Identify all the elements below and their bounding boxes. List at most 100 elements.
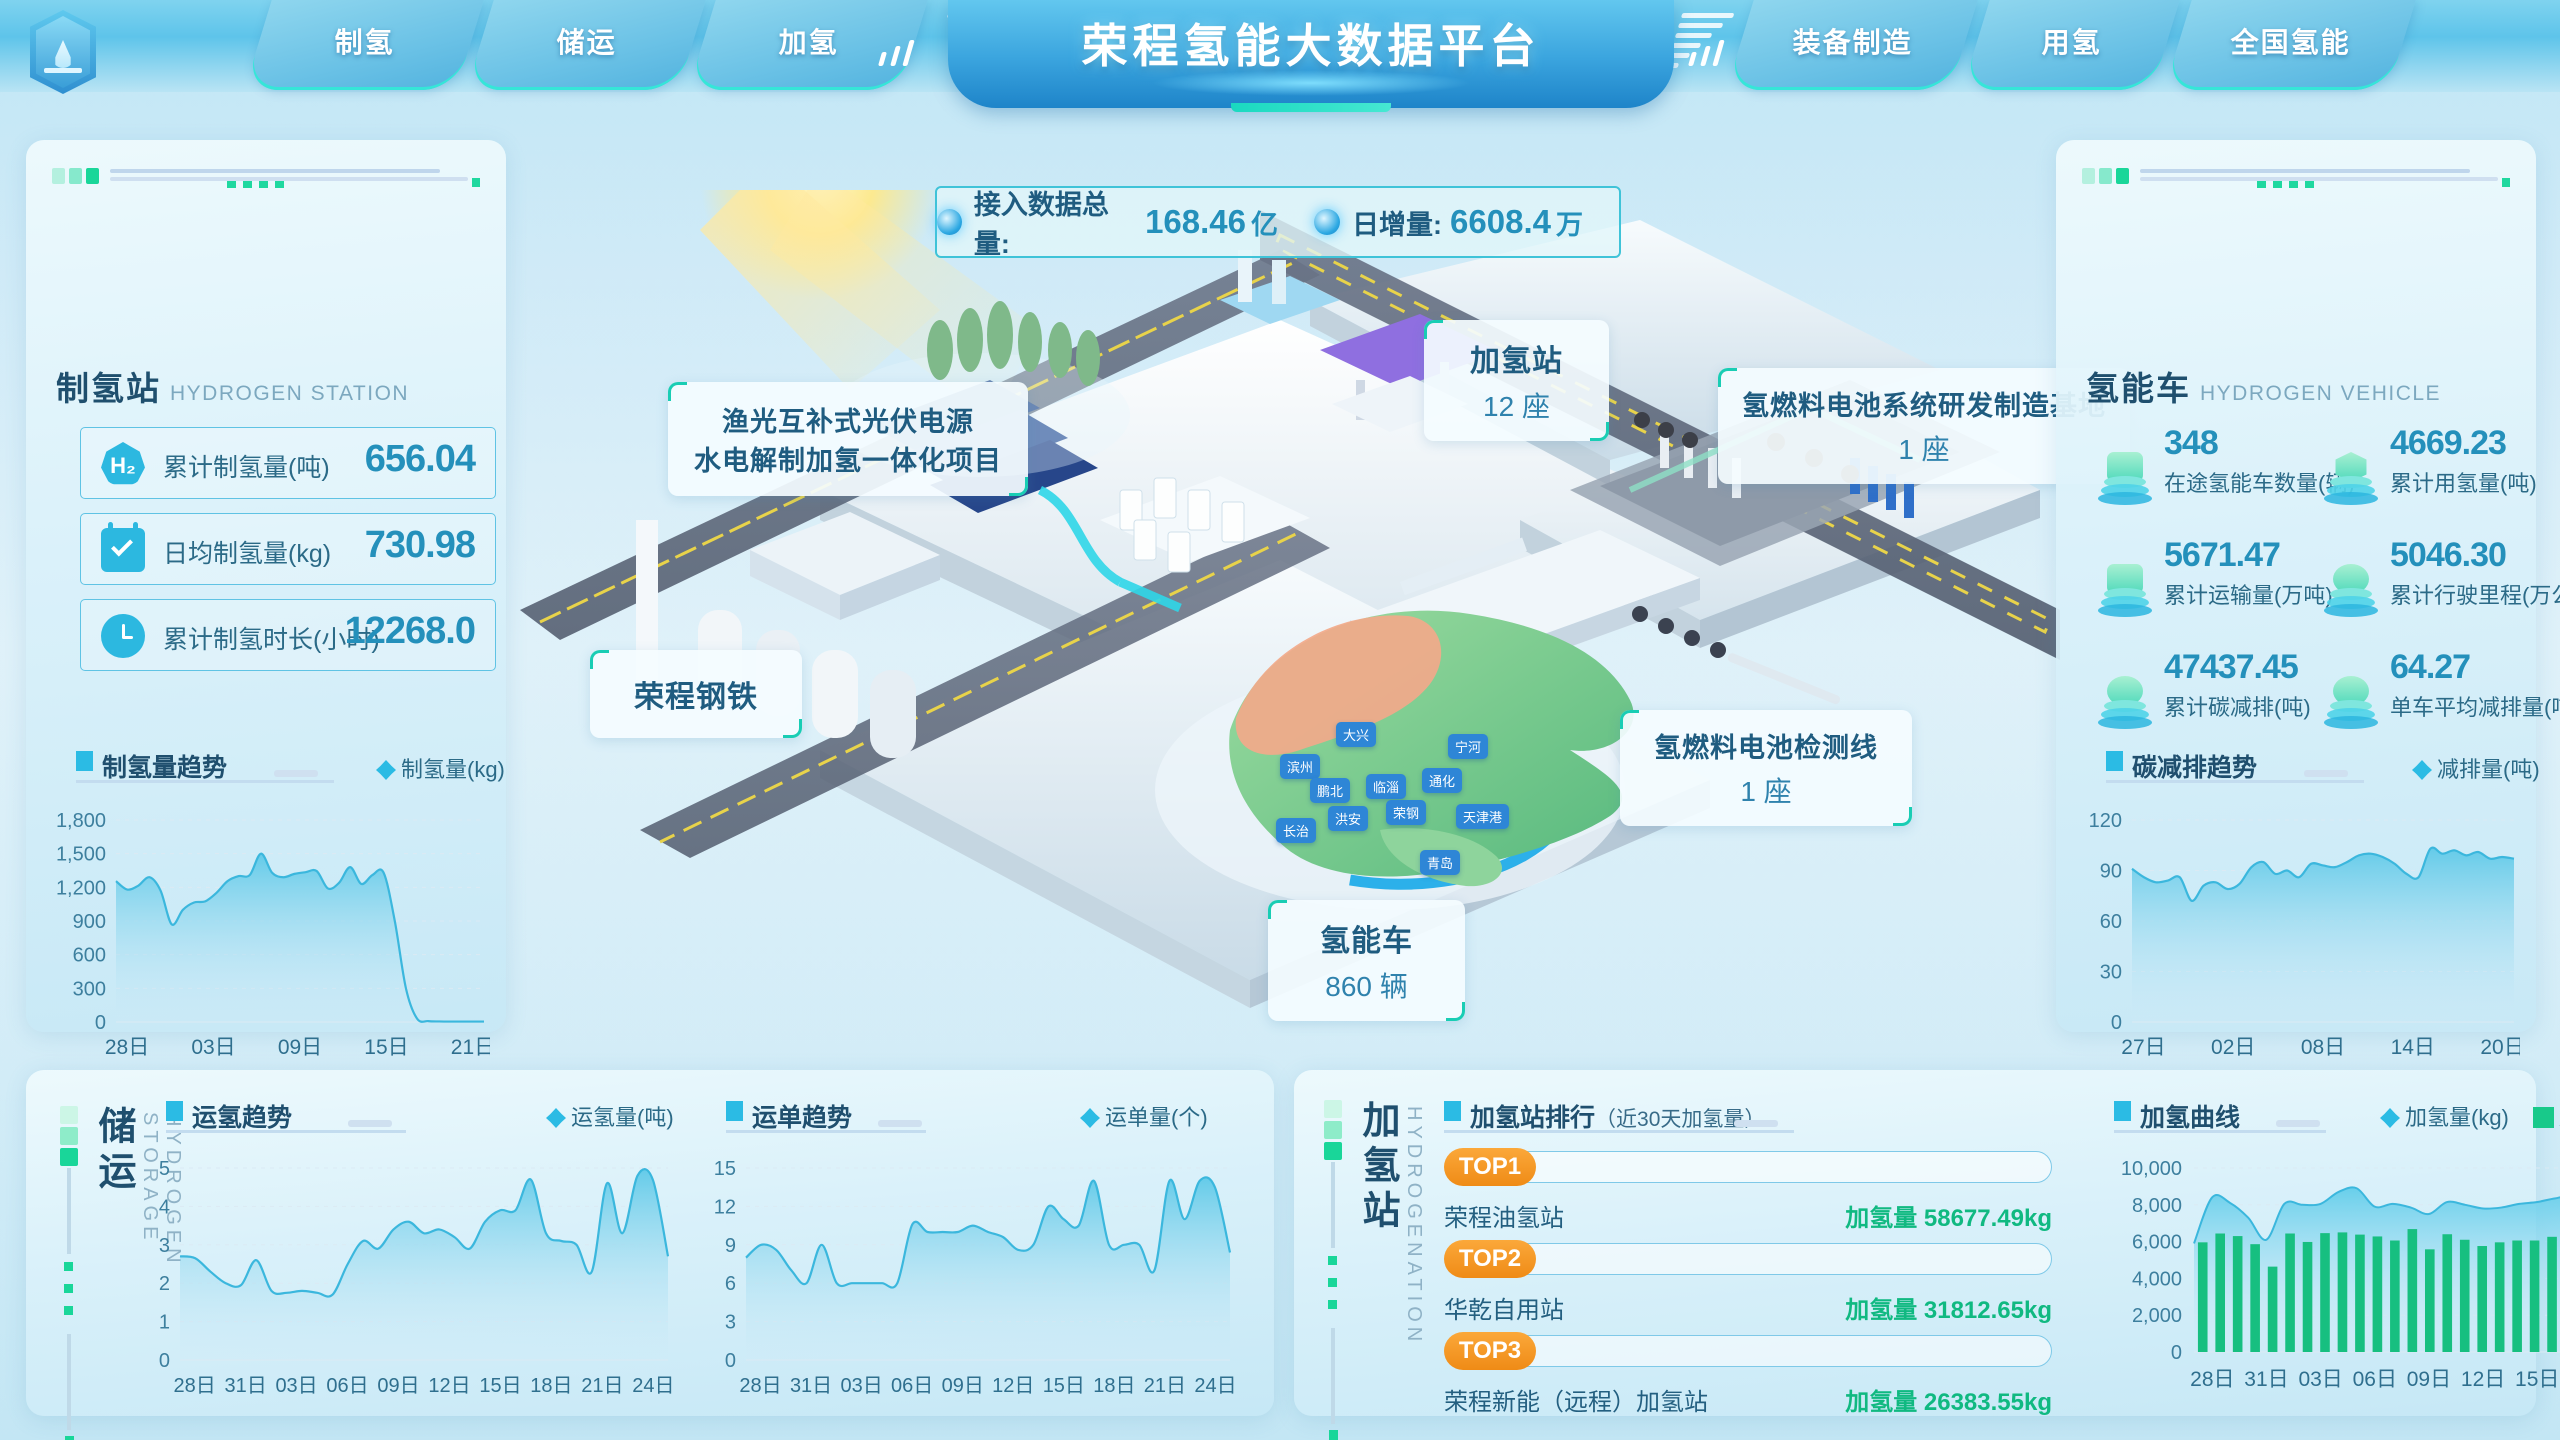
map-pin[interactable]: 长治: [1276, 818, 1317, 843]
sprout-icon: [2094, 674, 2156, 736]
hydrogen-station-label[interactable]: 加氢站 12 座: [1424, 320, 1609, 441]
production-chart-header: 制氢量趋势: [76, 748, 334, 783]
map-pin[interactable]: 天津港: [1456, 804, 1510, 829]
title-accent-right-icon: [1687, 36, 1736, 66]
svg-text:02日: 02日: [2211, 1036, 2255, 1059]
svg-text:03日: 03日: [2298, 1368, 2342, 1391]
label-value: 12 座: [1483, 391, 1550, 422]
rank-name: 荣程油氢站: [1444, 1205, 1564, 1232]
tab-zhiqing[interactable]: 制氢: [244, 0, 484, 90]
side-title-en: HYDROGEN STORAGE: [139, 1112, 184, 1268]
title-en: HYDROGEN VEHICLE: [2200, 382, 2442, 405]
daily-increment-unit: 万: [1555, 209, 1583, 240]
legend-diamond-icon: [2380, 1108, 2400, 1128]
svg-text:12日: 12日: [2461, 1368, 2505, 1391]
svg-text:21日: 21日: [581, 1375, 623, 1397]
chart-title: 运氢趋势: [192, 1104, 293, 1132]
hydrogen-vehicle-label[interactable]: 氢能车 860 辆: [1268, 900, 1465, 1021]
legend-label: 减排量(吨): [2437, 757, 2540, 782]
cargo-icon: [2094, 562, 2156, 624]
svg-text:3: 3: [725, 1312, 736, 1334]
app-header: 制氢 储运 加氢 荣程氢能大数据平台 装备制造 用氢 全国氢能: [0, 0, 2560, 108]
map-pin[interactable]: 洪安: [1328, 806, 1369, 831]
hydrogen-station-title: 制氢站 HYDROGEN STATION: [56, 362, 409, 410]
svg-text:15日: 15日: [1043, 1375, 1085, 1397]
stat-label: 累计制氢量(吨): [163, 454, 330, 482]
title-plate: 荣程氢能大数据平台: [948, 0, 1674, 108]
rank-badge: TOP2: [1444, 1240, 1536, 1278]
metric-value: 4669.23: [2390, 424, 2507, 462]
side-title-en: HYDROGENATION: [1403, 1106, 1425, 1347]
pv-hydrogen-project-label[interactable]: 渔光互补式光伏电源 水电解制加氢一体化项目: [668, 382, 1028, 496]
fuelcell-testline-label[interactable]: 氢燃料电池检测线 1 座: [1620, 710, 1912, 826]
daily-increment-label: 日增量:: [1352, 209, 1443, 240]
transport-chart-header: 运氢趋势: [166, 1098, 406, 1133]
svg-text:6,000: 6,000: [2132, 1232, 2182, 1254]
legend-label: 运单量(个): [1105, 1105, 1208, 1130]
svg-text:06日: 06日: [326, 1375, 368, 1397]
svg-text:20日: 20日: [2480, 1036, 2520, 1059]
hydrogenation-panel: 加氢站 HYDROGENATION 加氢站排行（近30天加氢量） TOP1 荣程…: [1294, 1070, 2560, 1440]
waybill-chart: 0 3 6 9 12 15 28日 31日 03日 06日 09日 12日 15日 18日 21日 24日: [706, 1152, 1236, 1402]
tab-chuyun[interactable]: 储运: [466, 0, 706, 90]
map-pin[interactable]: 大兴: [1336, 722, 1377, 747]
svg-text:1,200: 1,200: [56, 877, 106, 899]
map-pin[interactable]: 鹏北: [1310, 778, 1351, 803]
svg-text:31日: 31日: [2244, 1368, 2288, 1391]
rank-name: 荣程新能（远程）加氢站: [1444, 1389, 1708, 1416]
label-line2: 水电解制加氢一体化项目: [694, 446, 1002, 476]
svg-text:24日: 24日: [1194, 1375, 1236, 1397]
map-pin[interactable]: 滨州: [1280, 754, 1321, 779]
data-orb-icon: [1314, 209, 1341, 235]
metric-value: 64.27: [2390, 648, 2471, 686]
tab-quanguoqingneng[interactable]: 全国氢能: [2164, 0, 2416, 90]
chart-title: 碳减排趋势: [2132, 754, 2258, 782]
svg-text:0: 0: [95, 1012, 106, 1034]
rank-value: 加氢量 26383.55kg: [1845, 1389, 2052, 1416]
waybill-chart-legend: 运单量(个): [1080, 1100, 1208, 1132]
section-marker-icon: [76, 751, 93, 771]
rank-badge: TOP1: [1444, 1148, 1536, 1186]
svg-text:8,000: 8,000: [2132, 1195, 2182, 1217]
svg-text:28日: 28日: [2190, 1368, 2234, 1391]
svg-text:6: 6: [725, 1273, 736, 1295]
svg-text:08日: 08日: [2301, 1036, 2345, 1059]
svg-text:2: 2: [159, 1273, 170, 1295]
clock-icon: [101, 614, 145, 658]
metric-total-mileage: 5046.30 累计行驶里程(万公里): [2320, 536, 2560, 632]
svg-text:15日: 15日: [479, 1375, 521, 1397]
svg-text:0: 0: [2171, 1342, 2182, 1364]
svg-text:09日: 09日: [377, 1375, 419, 1397]
tab-yongqing[interactable]: 用氢: [1962, 0, 2180, 90]
map-pin[interactable]: 青岛: [1420, 850, 1461, 875]
stat-value: 730.98: [364, 524, 476, 566]
map-pin[interactable]: 宁河: [1448, 734, 1489, 759]
total-data-value: 168.46: [1145, 203, 1246, 240]
map-pin[interactable]: 荣钢: [1386, 800, 1427, 825]
metric-total-carbon-reduction: 47437.45 累计碳减排(吨): [2094, 648, 2330, 744]
svg-text:24日: 24日: [632, 1375, 674, 1397]
svg-text:09日: 09日: [942, 1375, 984, 1397]
map-pin[interactable]: 临淄: [1366, 774, 1407, 799]
metric-caption: 累计用氢量(吨): [2390, 471, 2537, 496]
rank-track: [1506, 1243, 2052, 1275]
metric-caption: 累计运输量(万吨): [2164, 583, 2333, 608]
tab-zhuangbeizhizao[interactable]: 装备制造: [1726, 0, 1978, 90]
map-pin[interactable]: 通化: [1422, 768, 1463, 793]
stat-value: 656.04: [364, 438, 476, 480]
svg-text:18日: 18日: [530, 1375, 572, 1397]
svg-text:10,000: 10,000: [2121, 1158, 2182, 1180]
calendar-icon: [101, 522, 145, 572]
side-title-cn: 储运: [92, 1106, 134, 1196]
metric-value: 47437.45: [2164, 648, 2299, 686]
total-data-label: 接入数据总量:: [973, 190, 1109, 259]
chart-title: 加氢曲线: [2140, 1104, 2241, 1132]
total-data-stat: 接入数据总量: 168.46 亿: [937, 183, 1278, 261]
rongcheng-steel-label[interactable]: 荣程钢铁: [590, 650, 802, 738]
hydrogen-drop-logo: [22, 6, 104, 98]
legend-diamond-icon: [546, 1108, 566, 1128]
label-line1: 荣程钢铁: [634, 681, 758, 714]
legend-diamond-icon: [2412, 760, 2432, 780]
svg-text:0: 0: [2111, 1012, 2122, 1034]
metric-caption: 累计碳减排(吨): [2164, 695, 2311, 720]
